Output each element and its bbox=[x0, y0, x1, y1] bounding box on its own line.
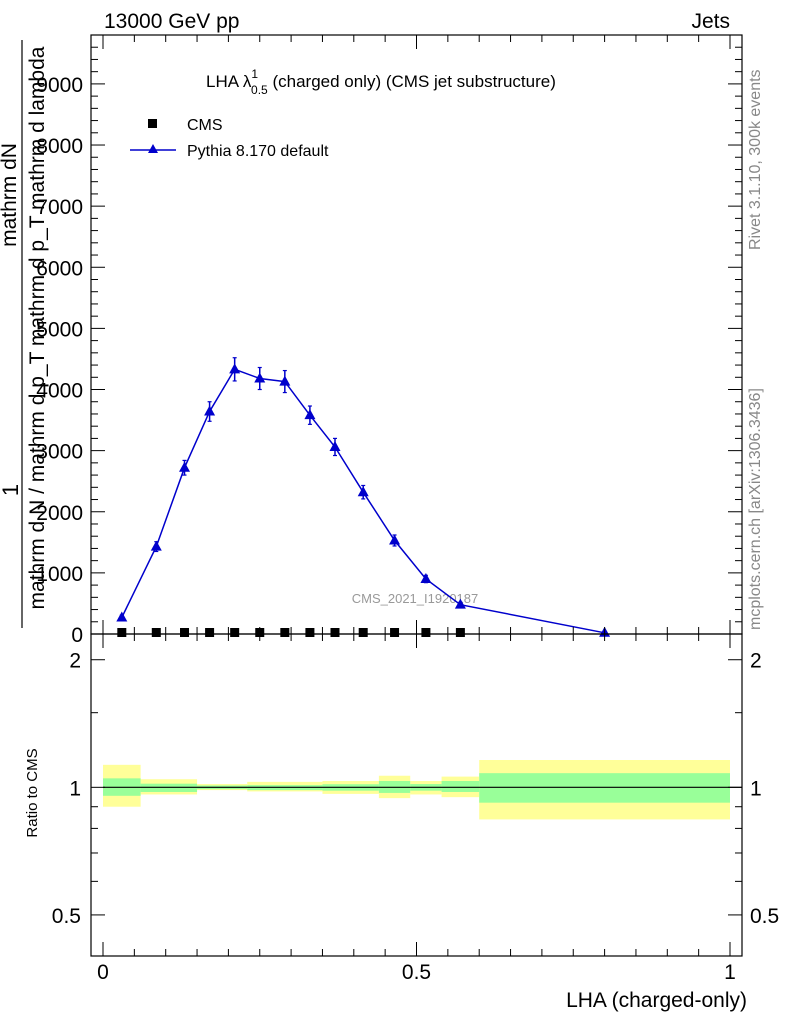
ratio-ytick-label-right: 0.5 bbox=[750, 905, 779, 928]
pythia-point bbox=[150, 540, 162, 551]
legend: CMS Pythia 8.170 default bbox=[130, 117, 329, 160]
pythia-point bbox=[389, 534, 401, 545]
pythia-point bbox=[179, 461, 191, 472]
main-ytick-label: 0 bbox=[71, 624, 83, 647]
main-ytick-label: 7000 bbox=[36, 196, 83, 219]
cms-point bbox=[280, 628, 290, 637]
ratio-xtick-label: 1 bbox=[724, 961, 736, 984]
pythia-point bbox=[420, 572, 432, 583]
cms-point bbox=[305, 628, 315, 637]
legend-marker-cms bbox=[148, 119, 157, 128]
rivet-label: Rivet 3.1.10, 300k events bbox=[747, 69, 764, 250]
ratio-xlabel: LHA (charged-only) bbox=[566, 989, 747, 1012]
plot-title-main: LHA λ bbox=[206, 72, 252, 91]
ratio-ytick-label-right: 1 bbox=[750, 777, 762, 800]
ratio-ytick-label: 2 bbox=[69, 650, 81, 673]
legend-label-cms: CMS bbox=[187, 117, 223, 134]
ratio-panel: 0.5 0.5 1 1 2 2 0 0.5 1 Ratio to CMS LHA (charge… bbox=[24, 633, 779, 1012]
cms-point bbox=[390, 628, 400, 637]
cms-point bbox=[205, 628, 215, 637]
plot-title-sup: 1 bbox=[251, 67, 258, 81]
ratio-ylabel: Ratio to CMS bbox=[24, 748, 41, 837]
legend-label-pythia: Pythia 8.170 default bbox=[187, 143, 329, 160]
pythia-point bbox=[357, 486, 369, 497]
cms-point bbox=[455, 628, 465, 637]
main-ytick-label: 1000 bbox=[36, 563, 83, 586]
plot-title-sub: 0.5 bbox=[251, 83, 268, 97]
main-panel: CMS_2021_I1920187 0100020003000400050006… bbox=[0, 34, 743, 647]
legend-marker-pythia bbox=[148, 144, 158, 153]
cms-point bbox=[330, 628, 340, 637]
cms-point bbox=[117, 628, 127, 637]
cms-point bbox=[151, 628, 161, 637]
pythia-line bbox=[121, 368, 605, 634]
ratio-ytick-label: 0.5 bbox=[52, 905, 81, 928]
header-left: 13000 GeV pp bbox=[104, 10, 239, 33]
ratio-band-inner bbox=[441, 780, 480, 792]
main-ytick-label: 2000 bbox=[36, 502, 83, 525]
main-ylabel-denominator-1: mathrm dN bbox=[0, 143, 21, 247]
pythia-point bbox=[254, 372, 266, 383]
header-right: Jets bbox=[691, 10, 730, 33]
ratio-xtick-label: 0 bbox=[97, 961, 109, 984]
pythia-point bbox=[304, 409, 316, 420]
ratio-ytick-label-right: 2 bbox=[750, 650, 762, 673]
cms-point bbox=[180, 628, 190, 637]
mcplots-label: mcplots.cern.ch [arXiv:1306.3436] bbox=[747, 388, 764, 630]
pythia-point bbox=[454, 598, 466, 609]
cms-point bbox=[421, 628, 431, 637]
pythia-point bbox=[279, 375, 291, 386]
plot-title-rest: (charged only) (CMS jet substructure) bbox=[268, 72, 556, 91]
main-ytick-label: 6000 bbox=[36, 257, 83, 280]
plot-title: LHA λ1 0.5 (charged only) (CMS jet substr… bbox=[206, 67, 556, 97]
main-ytick-label: 9000 bbox=[36, 74, 83, 97]
main-ytick-label: 4000 bbox=[36, 380, 83, 403]
main-ylabel-denominator-0: mathrm d N / mathrm d p_T mathrm d p_T m… bbox=[26, 46, 49, 609]
pythia-point bbox=[116, 611, 128, 622]
pythia-point bbox=[204, 405, 216, 416]
main-ylabel-numerator: 1 bbox=[0, 484, 23, 496]
main-ytick-label: 8000 bbox=[36, 135, 83, 158]
ratio-ytick-label: 1 bbox=[69, 777, 81, 800]
cms-point bbox=[230, 628, 240, 637]
cms-point bbox=[358, 628, 368, 637]
main-ytick-label: 3000 bbox=[36, 441, 83, 464]
main-ytick-label: 5000 bbox=[36, 318, 83, 341]
pythia-point bbox=[329, 440, 341, 451]
ratio-xtick-label: 0.5 bbox=[402, 961, 431, 984]
pythia-point bbox=[229, 363, 241, 374]
